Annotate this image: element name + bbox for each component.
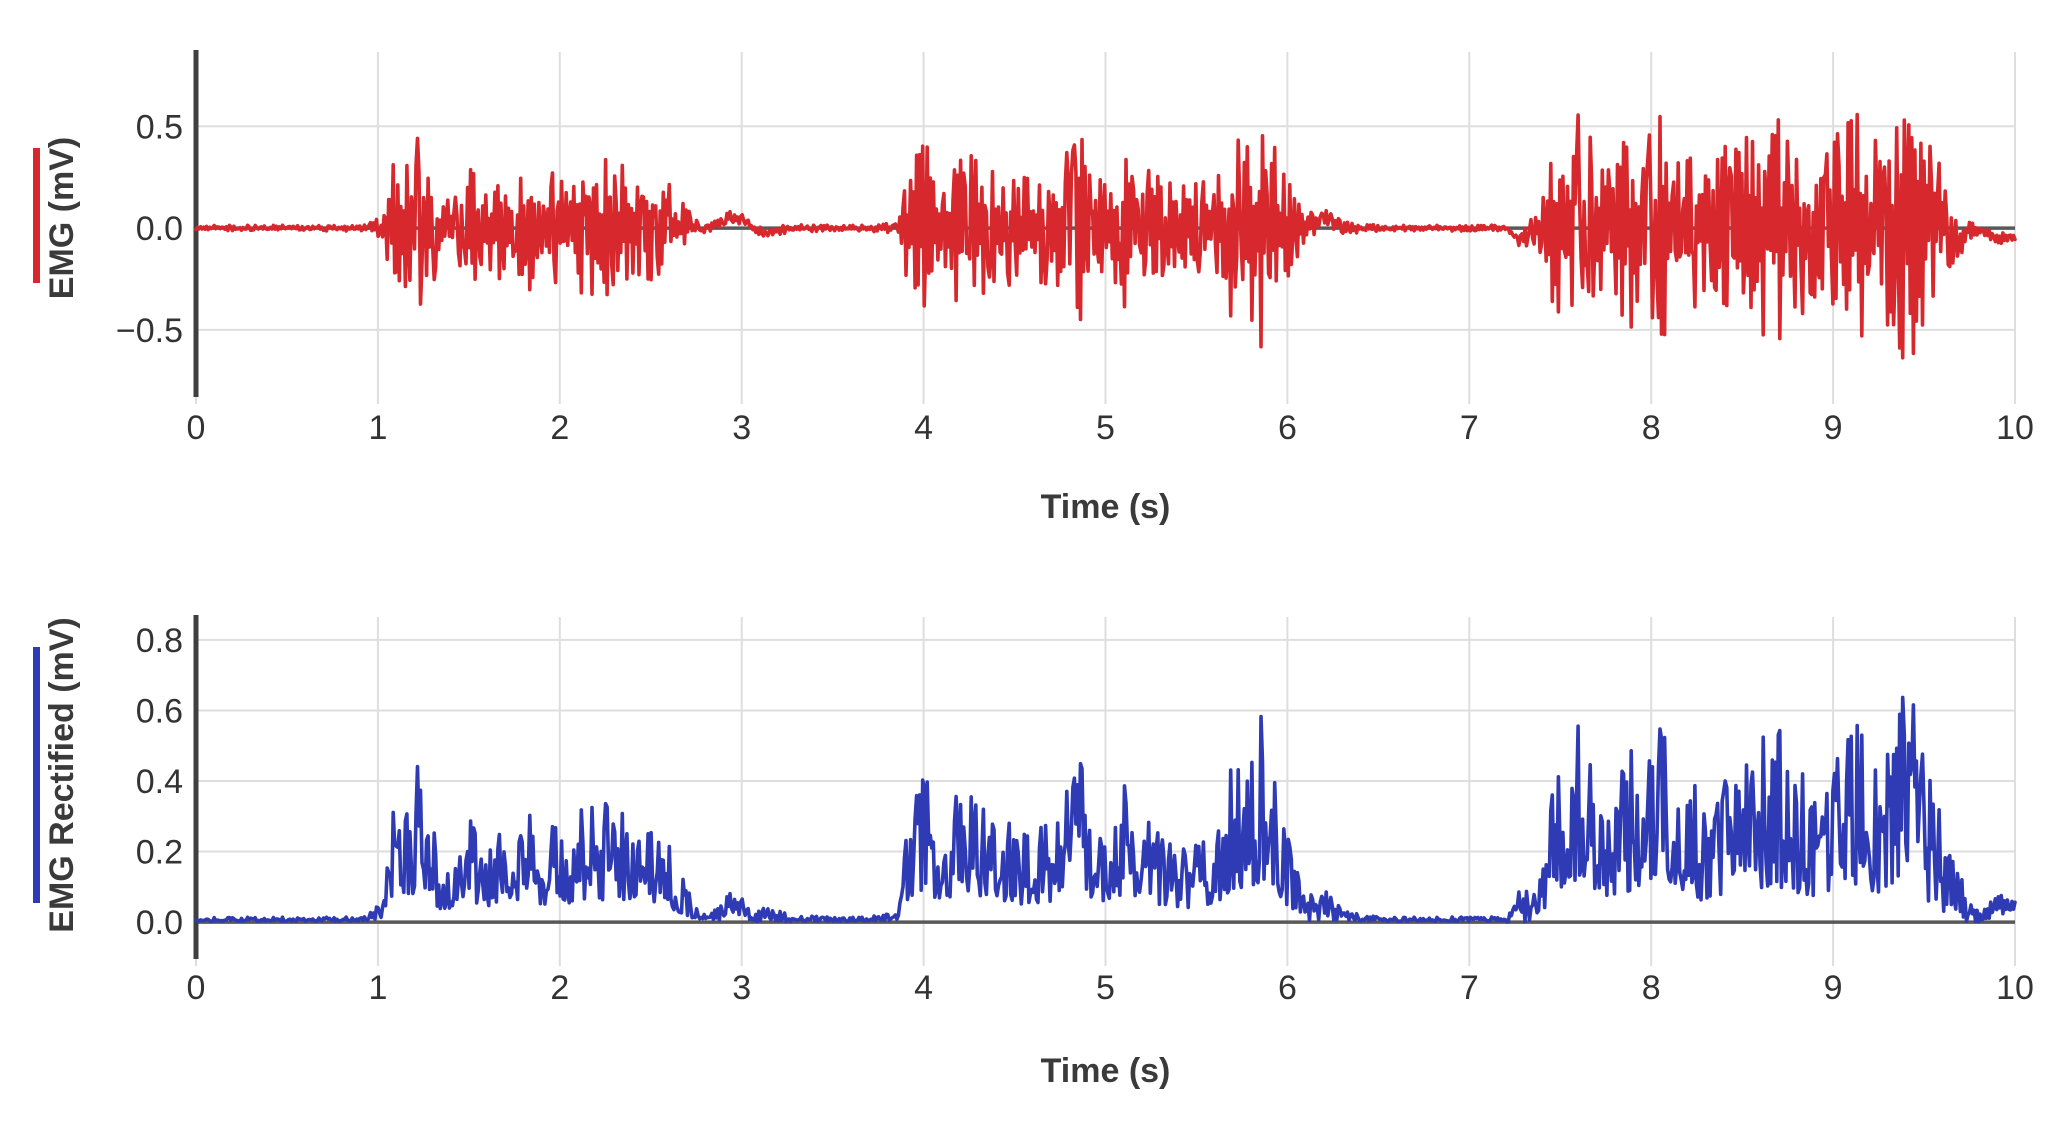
- x-tick-label: 0: [187, 409, 206, 447]
- x-tick-label: 9: [1824, 409, 1843, 447]
- x-tick-label: 6: [1278, 969, 1297, 1007]
- x-tick-label: 9: [1824, 969, 1843, 1007]
- emg-rectified-ylabel-color-bar: [33, 647, 40, 903]
- emg-rectified-plot: 0 1 2 3 4 5 6 7 8 9 10 0.0 0.2 0.4 0.6 0.8 EMG Rectifie…: [33, 615, 2034, 1007]
- x-tick-label: 10: [1996, 409, 2034, 447]
- emg-raw-x-axis-title: Time (s): [1040, 488, 1171, 526]
- x-tick-label: 5: [1096, 969, 1115, 1007]
- emg-rectified-y-axis-title: EMG Rectified (mV): [43, 617, 81, 932]
- x-tick-label: 5: [1096, 409, 1115, 447]
- emg-rectified-trace: [194, 695, 2017, 924]
- x-tick-label: 1: [368, 409, 387, 447]
- x-tick-label: 7: [1460, 409, 1479, 447]
- y-tick-label: 0.4: [136, 763, 183, 801]
- y-tick-label: 0.0: [136, 904, 183, 942]
- y-tick-label: 0.5: [136, 108, 183, 146]
- x-tick-label: 10: [1996, 969, 2034, 1007]
- x-tick-label: 1: [368, 969, 387, 1007]
- x-tick-label: 8: [1642, 409, 1661, 447]
- x-tick-label: 6: [1278, 409, 1297, 447]
- y-tick-label: 0.0: [136, 210, 183, 248]
- x-tick-label: 3: [732, 409, 751, 447]
- x-tick-label: 4: [914, 969, 933, 1007]
- emg-raw-y-axis-title: EMG (mV): [43, 137, 81, 299]
- x-tick-label: 8: [1642, 969, 1661, 1007]
- x-tick-label: 0: [187, 969, 206, 1007]
- y-tick-label: 0.8: [136, 622, 183, 660]
- emg-raw-chart: 0 1 2 3 4 5 6 7 8 9 10 0.5 0.0 −0.5 EMG (mV) Time (s): [0, 0, 2048, 560]
- emg-raw-plot: 0 1 2 3 4 5 6 7 8 9 10 0.5 0.0 −0.5 EMG (mV): [33, 50, 2034, 447]
- emg-raw-plot-layer: 0 1 2 3 4 5 6 7 8 9 10 0.5 0.0 −0.5: [116, 50, 2034, 447]
- y-tick-label: 0.6: [136, 693, 183, 731]
- emg-rectified-chart: 0 1 2 3 4 5 6 7 8 9 10 0.0 0.2 0.4 0.6 0.8 EMG Rectifie…: [0, 560, 2048, 1128]
- y-tick-label: 0.2: [136, 834, 183, 872]
- y-tick-label: −0.5: [116, 312, 183, 350]
- emg-raw-ylabel-color-bar: [33, 148, 40, 283]
- x-tick-label: 2: [550, 969, 569, 1007]
- emg-rectified-x-axis-title: Time (s): [1040, 1052, 1171, 1090]
- x-tick-label: 7: [1460, 969, 1479, 1007]
- x-tick-label: 3: [732, 969, 751, 1007]
- emg-raw-trace: [194, 112, 2017, 360]
- emg-rectified-plot-layer: 0 1 2 3 4 5 6 7 8 9 10 0.0 0.2 0.4 0.6 0.8: [136, 615, 2034, 1007]
- x-tick-label: 2: [550, 409, 569, 447]
- x-tick-label: 4: [914, 409, 933, 447]
